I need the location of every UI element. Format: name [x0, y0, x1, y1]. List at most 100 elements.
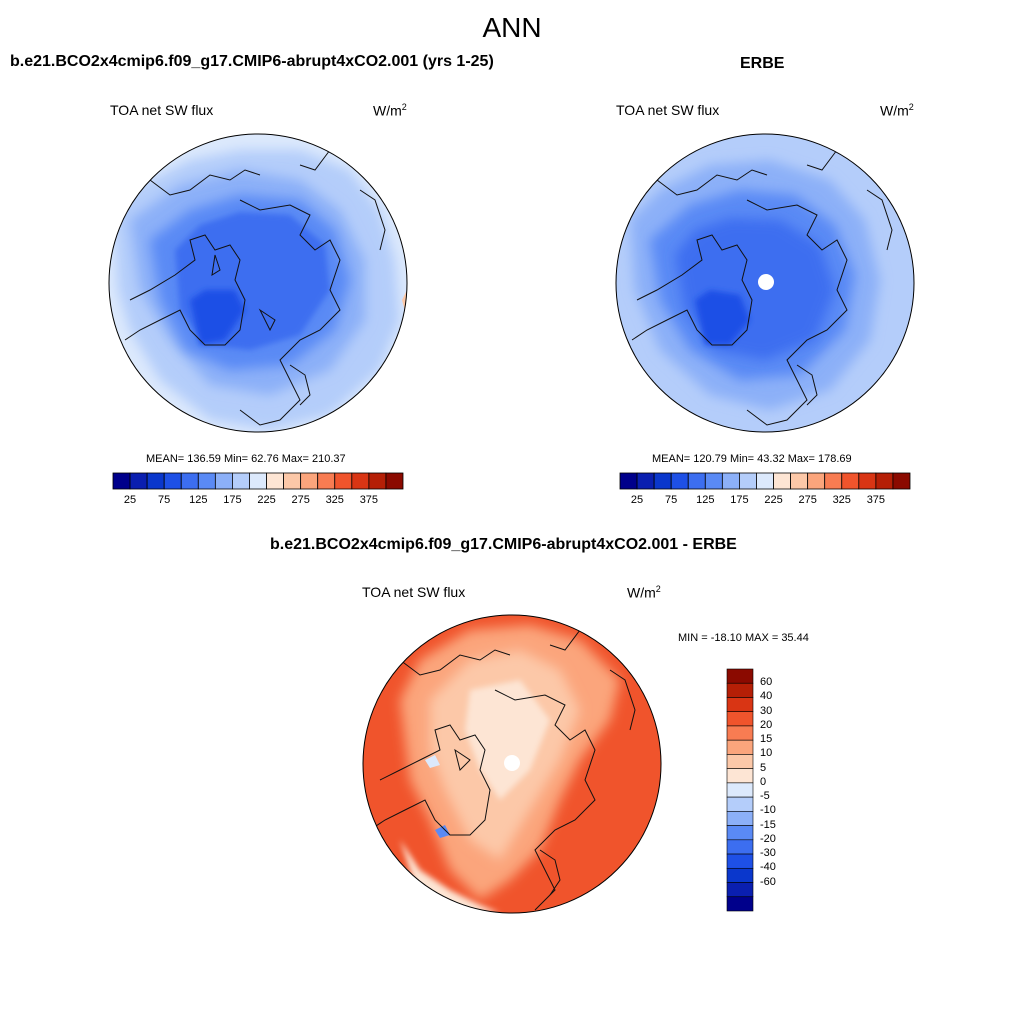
- model-coastlines: [124, 149, 386, 426]
- diff-flux-field: [363, 615, 661, 913]
- obs-variable-label: TOA net SW flux: [616, 102, 720, 118]
- colorbar-box: [670, 472, 689, 490]
- colorbar-tick-label: 25: [123, 494, 137, 506]
- colorbar-box: [704, 472, 723, 490]
- colorbar-tick-label: 275: [291, 494, 310, 506]
- colorbar-tick-label: 20: [760, 718, 773, 731]
- colorbar-tick-label: 10: [760, 747, 773, 760]
- colorbar-tick-label: 15: [760, 733, 773, 746]
- colorbar-box: [180, 472, 199, 490]
- colorbar-box: [385, 472, 404, 490]
- colorbar-box: [841, 472, 860, 490]
- model-units-label: W/m2: [373, 102, 407, 119]
- colorbar-box: [807, 472, 826, 490]
- colorbar-box: [721, 472, 740, 490]
- colorbar-tick-label: 325: [325, 494, 344, 506]
- colorbar-box: [129, 472, 148, 490]
- colorbar-box: [726, 882, 754, 898]
- colorbar-box: [214, 472, 233, 490]
- colorbar-box: [726, 796, 754, 812]
- colorbar-box: [726, 853, 754, 869]
- colorbar-tick-label: 60: [760, 676, 773, 689]
- colorbar-box: [726, 711, 754, 727]
- diff-panel-title: b.e21.BCO2x4cmip6.f09_g17.CMIP6-abrupt4x…: [270, 536, 737, 553]
- colorbar-box: [875, 472, 894, 490]
- colorbar-box: [726, 754, 754, 769]
- obs-coastlines: [631, 149, 893, 426]
- colorbar-box: [249, 472, 267, 490]
- obs-stats: MEAN= 120.79 Min= 43.32 Max= 178.69: [652, 453, 852, 465]
- colorbar-tick-label: 125: [696, 494, 715, 506]
- diff-variable-label: TOA net SW flux: [362, 584, 466, 600]
- colorbar-box: [726, 896, 754, 912]
- colorbar-tick-label: -15: [760, 818, 776, 831]
- colorbar-tick-label: -30: [760, 847, 776, 860]
- colorbar-box: [726, 725, 754, 741]
- colorbar-box: [232, 472, 250, 490]
- diff-colorbar: [726, 668, 754, 912]
- colorbar-box: [726, 825, 754, 841]
- colorbar-box: [726, 782, 754, 798]
- colorbar-box: [858, 472, 877, 490]
- colorbar-tick-label: 175: [730, 494, 749, 506]
- colorbar-tick-label: 325: [832, 494, 851, 506]
- colorbar-box: [726, 682, 754, 698]
- colorbar-box: [146, 472, 165, 490]
- colorbar-box: [756, 472, 774, 490]
- colorbar-box: [726, 811, 754, 826]
- colorbar-tick-label: 0: [760, 775, 767, 788]
- colorbar-box: [334, 472, 353, 490]
- colorbar-box: [300, 472, 319, 490]
- diff-coastlines: [369, 629, 636, 911]
- colorbar-box: [824, 472, 843, 490]
- colorbar-tick-label: -40: [760, 861, 776, 874]
- obs-panel-title: ERBE: [740, 55, 785, 72]
- colorbar-box: [726, 867, 754, 883]
- colorbar-box: [368, 472, 387, 490]
- colorbar-box: [726, 697, 754, 713]
- colorbar-box: [112, 472, 131, 490]
- colorbar-tick-label: -5: [760, 790, 770, 803]
- colorbar-tick-label: 125: [189, 494, 208, 506]
- diff-units-label: W/m2: [627, 584, 661, 601]
- colorbar-tick-label: 5: [760, 761, 767, 774]
- colorbar-box: [197, 472, 216, 490]
- colorbar-tick-label: 75: [158, 494, 171, 506]
- colorbar-box: [687, 472, 706, 490]
- colorbar-box: [266, 472, 284, 490]
- colorbar-box: [619, 472, 638, 490]
- colorbar-tick-label: 225: [257, 494, 276, 506]
- colorbar-box: [636, 472, 655, 490]
- model-panel-title: b.e21.BCO2x4cmip6.f09_g17.CMIP6-abrupt4x…: [10, 53, 494, 70]
- colorbar-tick-label: 375: [359, 494, 379, 506]
- colorbar-box: [790, 472, 809, 490]
- colorbar-tick-label: 225: [764, 494, 783, 506]
- colorbar-tick-label: -60: [760, 875, 776, 888]
- model-flux-field: [109, 134, 407, 432]
- colorbar-tick-label: -10: [760, 804, 776, 817]
- colorbar-box: [351, 472, 370, 490]
- colorbar-box: [773, 472, 791, 490]
- obs-colorbar: [619, 472, 911, 490]
- colorbar-box: [317, 472, 336, 490]
- colorbar-tick-label: 75: [665, 494, 678, 506]
- colorbar-box: [653, 472, 672, 490]
- colorbar-box: [283, 472, 302, 490]
- figure-title: ANN: [482, 12, 542, 43]
- colorbar-tick-label: 25: [630, 494, 644, 506]
- colorbar-box: [726, 668, 754, 684]
- model-variable-label: TOA net SW flux: [110, 102, 214, 118]
- obs-units-label: W/m2: [880, 102, 914, 119]
- colorbar-box: [726, 739, 754, 755]
- diff-stats: MIN = -18.10 MAX = 35.44: [678, 632, 809, 644]
- colorbar-box: [739, 472, 757, 490]
- colorbar-tick-label: 30: [760, 704, 773, 717]
- obs-flux-field: [616, 134, 914, 432]
- colorbar-tick-label: 40: [760, 690, 773, 703]
- colorbar-tick-label: -20: [760, 832, 776, 845]
- colorbar-tick-label: 375: [866, 494, 886, 506]
- model-stats: MEAN= 136.59 Min= 62.76 Max= 210.37: [146, 453, 346, 465]
- colorbar-tick-label: 175: [223, 494, 242, 506]
- colorbar-box: [726, 839, 754, 855]
